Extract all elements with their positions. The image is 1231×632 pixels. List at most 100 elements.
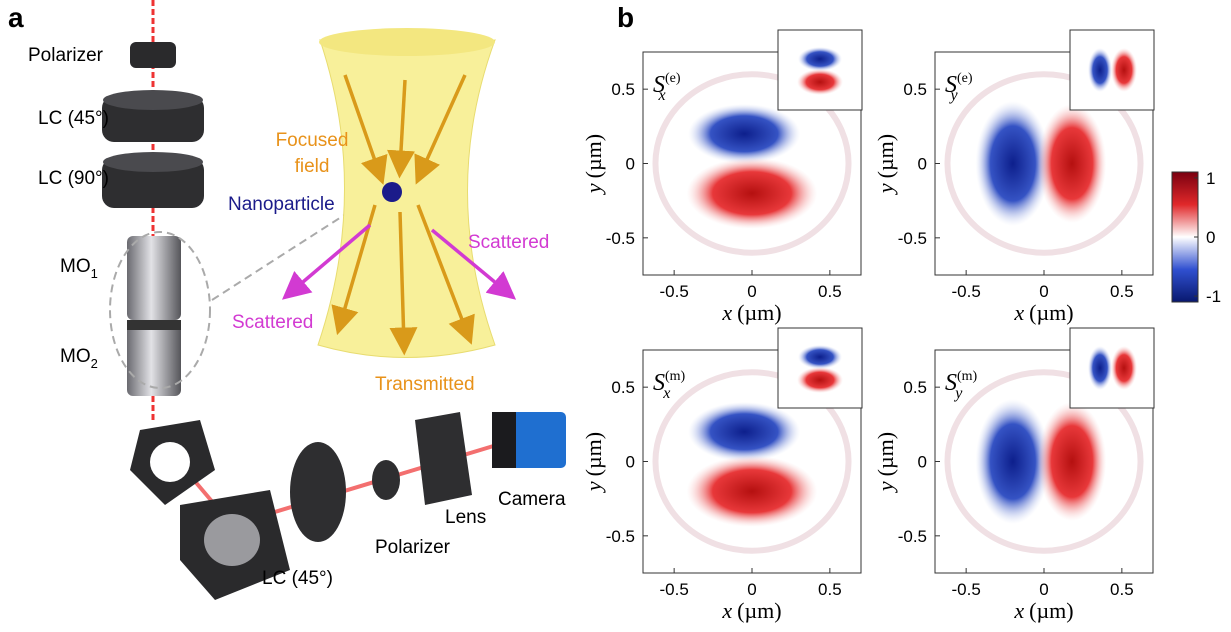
superscript: (e) [957, 71, 973, 86]
plot-title: S(e) y [945, 71, 973, 104]
axis-var: y [873, 183, 898, 195]
axis-unit: (µm) [737, 300, 781, 325]
plot-title: S(e) x [653, 71, 681, 104]
label: MO2 [60, 346, 98, 371]
inset-lobe [797, 69, 843, 95]
axis-var: y [581, 183, 606, 195]
x-axis-label: x (µm) [1013, 300, 1073, 325]
y-axis-label: y (µm) [873, 134, 898, 195]
lobe [688, 402, 801, 462]
lobe [688, 104, 801, 164]
subscript: y [949, 87, 959, 104]
plot: -0.5 0 0.5-0.500.5x (µm)y(µm)S(e) x [581, 29, 863, 325]
plot-title: S(m) y [945, 369, 978, 402]
plot: -0.5 0 0.5-0.500.5x (µm)y(µm)S(m) x [581, 327, 863, 623]
y-tick-label: 0 [626, 453, 635, 472]
lobe [975, 399, 1051, 524]
y-tick-label: -0.5 [898, 229, 927, 248]
colorbar-tick-label: 0 [1206, 228, 1215, 247]
x-tick-label: -0.5 [659, 580, 688, 599]
label: LC (45°) [262, 568, 333, 589]
label: Polarizer [375, 537, 451, 558]
superscript: (m) [665, 369, 686, 384]
subscript: x [658, 87, 666, 104]
panel-label: a [8, 2, 24, 33]
label: Scattered [232, 312, 313, 333]
y-axis-label: y (µm) [581, 432, 606, 493]
axis-unit: (µm) [737, 598, 781, 623]
symbol: S [653, 370, 665, 396]
symbol: S [945, 72, 957, 98]
y-tick-label: 0.5 [611, 378, 635, 397]
label: field [295, 156, 330, 177]
axis-unit: (µm) [873, 432, 898, 476]
inset-lobe [1088, 346, 1112, 390]
y-tick-label: 0 [918, 155, 927, 174]
plot: -0.5 0 0.5-0.500.5x (µm)y(µm)S(m) y [873, 327, 1155, 623]
label: Nanoparticle [228, 194, 335, 215]
label: Polarizer [28, 45, 104, 66]
x-tick-label: 0.5 [818, 580, 842, 599]
label: Lens [445, 507, 486, 528]
label: Focused [276, 130, 349, 151]
y-tick-label: -0.5 [606, 527, 635, 546]
x-tick-label: -0.5 [659, 282, 688, 301]
axis-var: y [873, 481, 898, 493]
axis-var: y [581, 481, 606, 493]
superscript: (e) [665, 71, 681, 86]
x-axis-label: x (µm) [1013, 598, 1073, 623]
label: LC (45°) [38, 108, 109, 129]
label: Camera [498, 489, 566, 510]
colorbar [1171, 171, 1199, 303]
x-tick-label: 0.5 [818, 282, 842, 301]
subscript: y [953, 385, 963, 402]
lobe [1037, 104, 1107, 223]
inset-lobe [798, 345, 842, 369]
label: Transmitted [375, 374, 475, 395]
y-tick-label: 0.5 [611, 80, 635, 99]
inset-lobe [797, 367, 843, 393]
x-tick-label: 0 [747, 580, 756, 599]
subscript: x [662, 385, 670, 402]
x-tick-label: 0.5 [1110, 282, 1134, 301]
y-tick-label: 0 [626, 155, 635, 174]
plot-title: S(m) x [653, 369, 686, 402]
symbol: S [945, 370, 957, 396]
ring [944, 369, 1144, 554]
x-tick-label: 0.5 [1110, 580, 1134, 599]
x-tick-label: -0.5 [951, 282, 980, 301]
lobe [686, 157, 818, 229]
axis-unit: (µm) [1029, 300, 1073, 325]
axis-var: x [721, 300, 732, 325]
y-tick-label: -0.5 [606, 229, 635, 248]
colorbar-tick-label: -1 [1206, 287, 1221, 306]
lobe [975, 101, 1051, 226]
axis-unit: (µm) [581, 432, 606, 476]
y-tick-label: 0.5 [903, 378, 927, 397]
plot: -0.5 0 0.5-0.500.5x (µm)y(µm)S(e) y [873, 29, 1155, 325]
y-tick-label: 0 [918, 453, 927, 472]
y-axis-label: y (µm) [581, 134, 606, 195]
inset-lobe [798, 47, 842, 71]
axis-var: x [1013, 598, 1024, 623]
y-tick-label: -0.5 [898, 527, 927, 546]
colorbar-tick-label: 1 [1206, 169, 1215, 188]
y-tick-label: 0.5 [903, 80, 927, 99]
label: MO1 [60, 256, 98, 281]
ring [944, 71, 1144, 256]
x-tick-label: -0.5 [951, 580, 980, 599]
inset-lobe [1111, 346, 1137, 390]
ring [652, 71, 852, 256]
y-axis-label: y (µm) [873, 432, 898, 493]
lobe [686, 455, 818, 527]
axis-unit: (µm) [581, 134, 606, 178]
label: Scattered [468, 232, 549, 253]
panel-label: b [617, 2, 634, 33]
inset-lobe [1088, 48, 1112, 92]
x-axis-label: x (µm) [721, 598, 781, 623]
symbol: S [653, 72, 665, 98]
lobe [1037, 402, 1107, 521]
ring [652, 369, 852, 554]
inset-lobe [1111, 48, 1137, 92]
